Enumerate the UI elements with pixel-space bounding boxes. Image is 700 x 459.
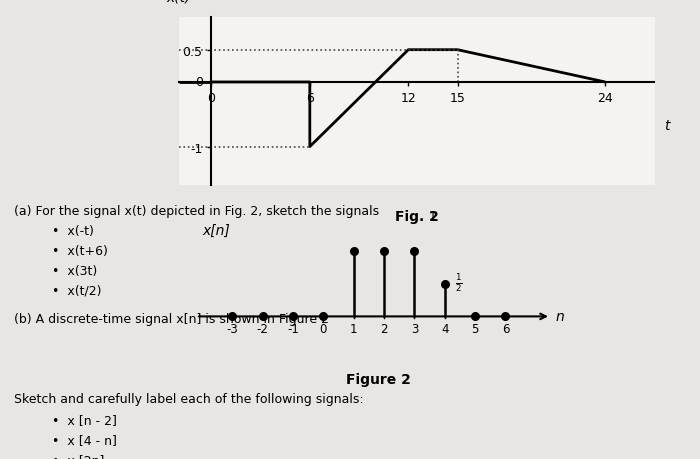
Text: 1: 1: [428, 210, 437, 223]
Text: •  x [2n]: • x [2n]: [52, 453, 105, 459]
Text: x(t): x(t): [167, 0, 190, 5]
Text: 1: 1: [350, 322, 358, 335]
Text: 2: 2: [380, 322, 388, 335]
Text: 5: 5: [471, 322, 479, 335]
Text: 6: 6: [502, 322, 509, 335]
Text: Sketch and carefully label each of the following signals:: Sketch and carefully label each of the f…: [14, 392, 363, 405]
Text: 0: 0: [195, 76, 203, 90]
Text: Fig. 2: Fig. 2: [395, 209, 438, 224]
Text: •  x(-t): • x(-t): [52, 225, 94, 238]
Text: -2: -2: [257, 322, 269, 335]
Text: Figure 2: Figure 2: [346, 372, 410, 386]
Text: n: n: [556, 310, 564, 324]
Text: •  x(t/2): • x(t/2): [52, 284, 102, 297]
Text: •  x(t+6): • x(t+6): [52, 245, 108, 257]
Text: (a) For the signal x(t) depicted in Fig. 2, sketch the signals: (a) For the signal x(t) depicted in Fig.…: [14, 204, 379, 217]
Text: -3: -3: [227, 322, 238, 335]
Text: •  x(3t): • x(3t): [52, 264, 98, 277]
Text: $\frac{1}{2}$: $\frac{1}{2}$: [456, 272, 463, 294]
Text: 4: 4: [441, 322, 449, 335]
Text: •  x [4 - n]: • x [4 - n]: [52, 433, 118, 446]
Text: 3: 3: [411, 322, 418, 335]
Text: 0: 0: [320, 322, 327, 335]
Text: (b) A discrete-time signal x[n] is shown in Figure 2: (b) A discrete-time signal x[n] is shown…: [14, 312, 329, 325]
Text: -1: -1: [287, 322, 299, 335]
Text: x[n]: x[n]: [202, 223, 230, 237]
Text: t: t: [664, 118, 669, 133]
Text: •  x [n - 2]: • x [n - 2]: [52, 413, 118, 426]
